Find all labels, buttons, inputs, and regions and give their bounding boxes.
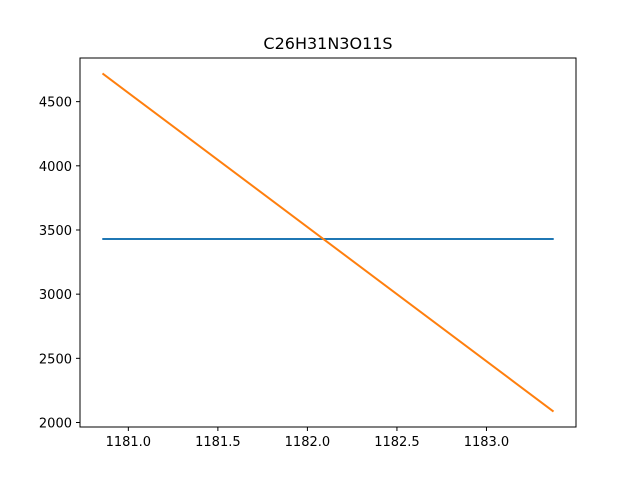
x-tick-label: 1182.5 [374, 435, 420, 450]
chart-title: C26H31N3O11S [263, 34, 392, 53]
series-line-2 [101, 72, 555, 413]
x-tick-label: 1181.5 [195, 435, 241, 450]
x-tick-label: 1181.0 [106, 435, 152, 450]
y-tick-label: 3000 [39, 288, 72, 303]
x-tick-label: 1183.0 [464, 435, 510, 450]
x-axis: 1181.0 1181.5 1182.0 1182.5 1183.0 [106, 427, 510, 450]
x-tick-label: 1182.0 [285, 435, 331, 450]
y-tick-label: 4500 [39, 96, 72, 111]
y-axis: 2000 2500 3000 3500 4000 4500 [39, 96, 80, 432]
series-layer [101, 72, 555, 413]
plot-frame [79, 57, 577, 428]
y-tick-label: 4000 [39, 160, 72, 175]
y-tick-label: 2500 [39, 352, 72, 367]
y-tick-label: 2000 [39, 417, 72, 432]
y-tick-label: 3500 [39, 224, 72, 239]
